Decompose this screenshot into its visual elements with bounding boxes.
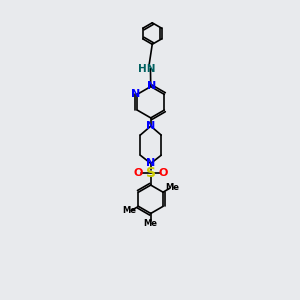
Text: O: O	[159, 168, 168, 178]
Text: N: N	[131, 88, 140, 99]
Text: Me: Me	[122, 206, 136, 215]
Text: N: N	[146, 158, 155, 168]
Text: N: N	[147, 81, 156, 91]
Text: S: S	[146, 166, 156, 180]
Text: HN: HN	[137, 64, 155, 74]
Text: N: N	[146, 121, 155, 131]
Text: Me: Me	[166, 183, 179, 192]
Text: O: O	[134, 168, 143, 178]
Text: Me: Me	[144, 219, 158, 228]
